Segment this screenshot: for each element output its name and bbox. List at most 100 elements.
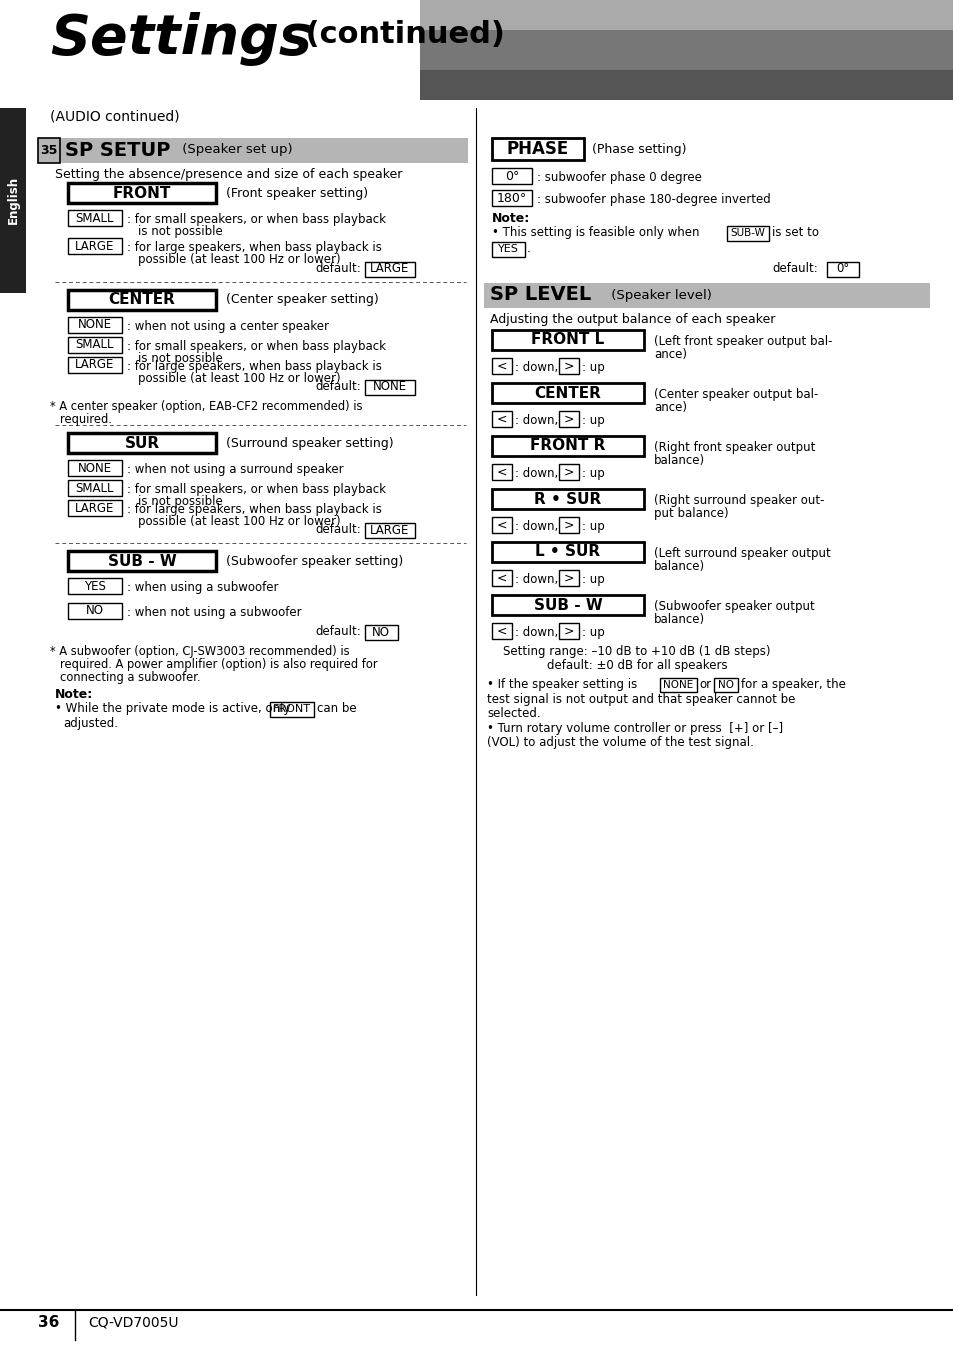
Bar <box>492 594 643 615</box>
Bar <box>38 137 60 163</box>
Bar <box>68 290 215 310</box>
Bar <box>492 542 643 562</box>
Text: : up: : up <box>581 520 604 532</box>
Bar <box>726 226 768 241</box>
Text: >: > <box>563 519 574 531</box>
Text: (AUDIO continued): (AUDIO continued) <box>50 111 179 124</box>
Text: 180°: 180° <box>497 191 527 205</box>
Text: LARGE: LARGE <box>370 523 409 537</box>
Bar <box>68 357 122 373</box>
Text: required.: required. <box>60 412 112 426</box>
Bar <box>0 0 430 100</box>
Bar <box>492 411 512 427</box>
Text: : up: : up <box>581 466 604 480</box>
Text: : subwoofer phase 180-degree inverted: : subwoofer phase 180-degree inverted <box>537 193 770 206</box>
Text: NONE: NONE <box>662 679 693 690</box>
Text: default: ±0 dB for all speakers: default: ±0 dB for all speakers <box>546 659 726 673</box>
Bar <box>68 551 215 572</box>
Bar <box>419 30 953 70</box>
Text: adjusted.: adjusted. <box>63 717 118 731</box>
Text: : up: : up <box>581 361 604 373</box>
Text: (Left surround speaker output: (Left surround speaker output <box>654 547 830 559</box>
Text: ance): ance) <box>654 400 686 414</box>
Text: balance): balance) <box>654 613 704 625</box>
Bar <box>38 137 468 163</box>
Text: is set to: is set to <box>771 226 818 239</box>
Text: (Right front speaker output: (Right front speaker output <box>654 441 815 454</box>
Text: <: < <box>497 360 507 372</box>
Text: (Front speaker setting): (Front speaker setting) <box>226 186 368 200</box>
Text: SP SETUP: SP SETUP <box>65 140 171 159</box>
Text: <: < <box>497 412 507 426</box>
Text: can be: can be <box>316 702 356 714</box>
Text: FRONT: FRONT <box>273 704 311 714</box>
Text: SUB-W: SUB-W <box>730 228 764 239</box>
Text: <: < <box>497 465 507 479</box>
Text: >: > <box>563 360 574 372</box>
Text: L • SUR: L • SUR <box>535 545 600 559</box>
Text: (Speaker level): (Speaker level) <box>606 288 711 302</box>
Text: NONE: NONE <box>78 318 112 332</box>
Bar <box>68 500 122 516</box>
Text: possible (at least 100 Hz or lower): possible (at least 100 Hz or lower) <box>138 515 340 528</box>
Text: NO: NO <box>372 625 390 639</box>
Text: NONE: NONE <box>373 380 407 394</box>
Text: R • SUR: R • SUR <box>534 492 601 507</box>
Text: or: or <box>699 678 710 692</box>
Bar <box>0 108 26 293</box>
Text: 35: 35 <box>40 143 57 156</box>
Text: • This setting is feasible only when: • This setting is feasible only when <box>492 226 699 239</box>
Bar <box>68 239 122 253</box>
Bar <box>270 702 314 717</box>
Text: Adjusting the output balance of each speaker: Adjusting the output balance of each spe… <box>490 313 775 326</box>
Text: Setting the absence/presence and size of each speaker: Setting the absence/presence and size of… <box>55 168 402 181</box>
Text: (Left front speaker output bal-: (Left front speaker output bal- <box>654 336 832 348</box>
Text: >: > <box>563 412 574 426</box>
Text: SMALL: SMALL <box>75 481 114 495</box>
Text: connecting a subwoofer.: connecting a subwoofer. <box>60 671 200 683</box>
Text: YES: YES <box>84 580 106 593</box>
Bar <box>419 0 953 30</box>
Text: SP LEVEL: SP LEVEL <box>490 286 591 305</box>
Text: Note:: Note: <box>55 687 93 701</box>
Text: English: English <box>7 177 19 224</box>
Text: NONE: NONE <box>78 461 112 474</box>
Text: : down,: : down, <box>515 520 558 532</box>
Bar <box>68 210 122 226</box>
Text: : for small speakers, or when bass playback: : for small speakers, or when bass playb… <box>127 213 386 226</box>
Bar <box>492 168 532 183</box>
Text: : when not using a surround speaker: : when not using a surround speaker <box>127 462 343 476</box>
Text: 0°: 0° <box>836 263 849 275</box>
Bar <box>419 0 953 100</box>
Text: default:: default: <box>314 380 360 394</box>
Bar <box>558 411 578 427</box>
Bar <box>68 480 122 496</box>
Text: LARGE: LARGE <box>75 501 114 515</box>
Text: : for small speakers, or when bass playback: : for small speakers, or when bass playb… <box>127 340 386 353</box>
Text: <: < <box>497 519 507 531</box>
Text: .: . <box>526 243 531 255</box>
Text: FRONT L: FRONT L <box>531 333 604 348</box>
Bar <box>659 678 697 692</box>
Text: : up: : up <box>581 625 604 639</box>
Text: CENTER: CENTER <box>534 386 600 400</box>
Text: * A subwoofer (option, CJ-SW3003 recommended) is: * A subwoofer (option, CJ-SW3003 recomme… <box>50 644 349 658</box>
Text: : down,: : down, <box>515 361 558 373</box>
Text: • Turn rotary volume controller or press  [+] or [–]: • Turn rotary volume controller or press… <box>486 723 782 735</box>
Bar <box>492 518 512 532</box>
Text: Setting range: –10 dB to +10 dB (1 dB steps): Setting range: –10 dB to +10 dB (1 dB st… <box>503 644 770 658</box>
Text: default:: default: <box>314 262 360 275</box>
Text: : up: : up <box>581 414 604 427</box>
Text: (Center speaker setting): (Center speaker setting) <box>226 294 378 306</box>
Bar <box>492 464 512 480</box>
Text: balance): balance) <box>654 454 704 466</box>
Text: : down,: : down, <box>515 625 558 639</box>
Text: : down,: : down, <box>515 414 558 427</box>
Bar <box>558 359 578 373</box>
Text: selected.: selected. <box>486 706 540 720</box>
Text: NO: NO <box>86 604 104 617</box>
Text: default:: default: <box>314 523 360 537</box>
Bar <box>483 283 929 307</box>
Bar <box>558 623 578 639</box>
Text: CQ-VD7005U: CQ-VD7005U <box>88 1316 178 1329</box>
